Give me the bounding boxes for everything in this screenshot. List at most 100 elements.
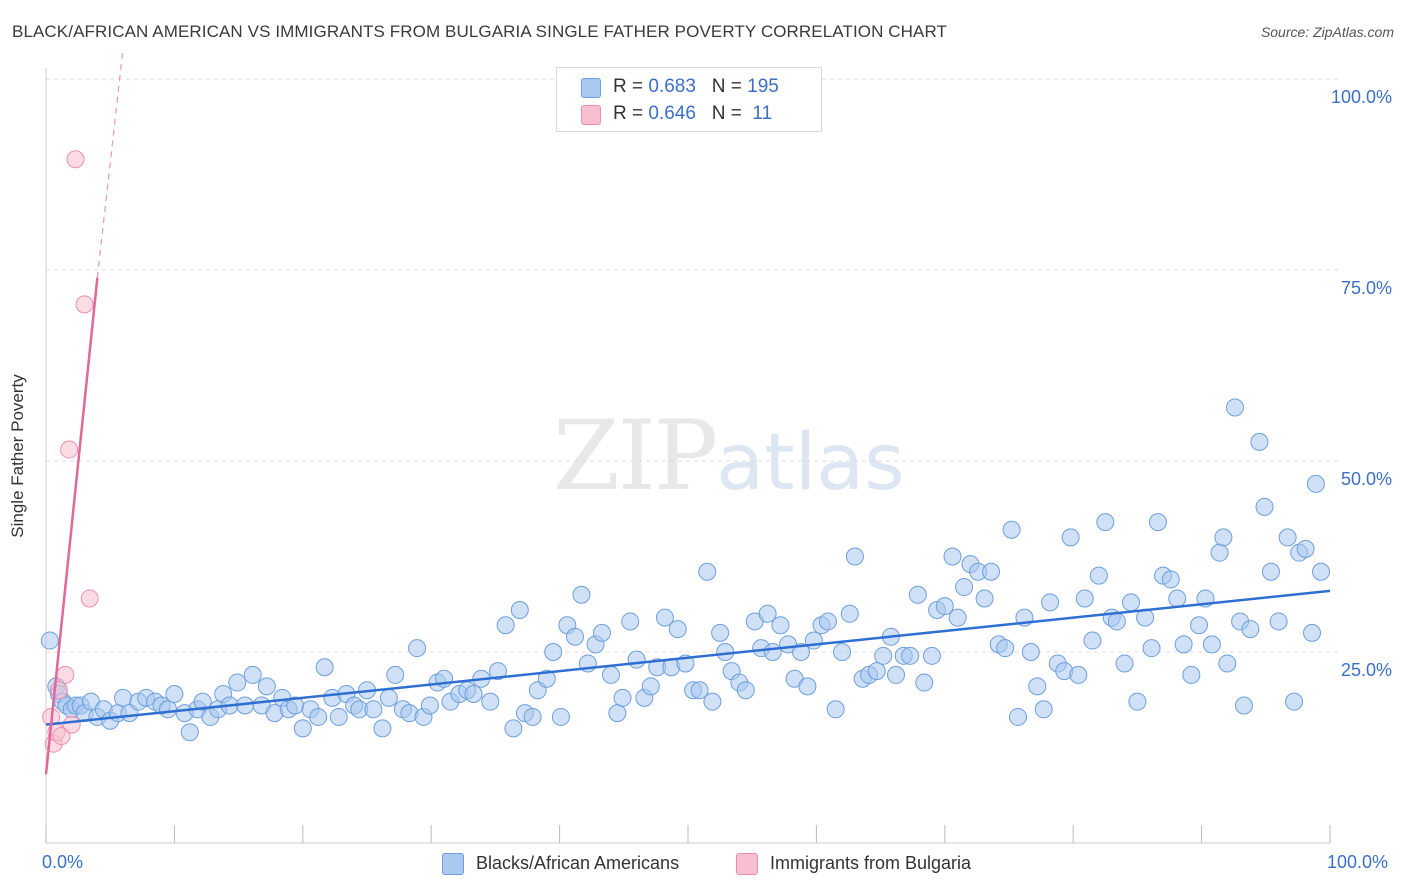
point-blacks-187 xyxy=(1303,623,1322,642)
point-blacks-51 xyxy=(379,688,398,707)
point-blacks-137 xyxy=(975,589,994,608)
point-blacks-117 xyxy=(840,604,859,623)
point-blacks-180 xyxy=(1255,497,1274,516)
stats-legend: R = 0.683 N = 195 R = 0.646 N = 11 xyxy=(556,67,822,132)
point-blacks-124 xyxy=(887,665,906,684)
y-tick-label-25: 25.0% xyxy=(1340,660,1392,680)
point-blacks-173 xyxy=(1214,528,1233,547)
y-tick-label-50: 50.0% xyxy=(1340,469,1392,489)
point-blacks-171 xyxy=(1202,635,1221,654)
point-blacks-144 xyxy=(1021,643,1040,661)
source-credit: Source: ZipAtlas.com xyxy=(1260,24,1394,40)
y-axis-label: Single Father Poverty xyxy=(8,374,27,538)
point-blacks-77 xyxy=(566,627,585,646)
point-blacks-134 xyxy=(955,578,974,597)
point-bulgaria-6 xyxy=(60,440,79,459)
point-blacks-88 xyxy=(641,677,660,696)
point-blacks-86 xyxy=(627,650,646,669)
point-blacks-182 xyxy=(1269,612,1288,631)
point-blacks-111 xyxy=(798,677,817,696)
point-blacks-110 xyxy=(791,643,810,661)
point-blacks-153 xyxy=(1083,631,1102,650)
point-blacks-141 xyxy=(1002,520,1021,539)
point-blacks-178 xyxy=(1241,620,1260,639)
point-blacks-151 xyxy=(1069,665,1088,684)
point-blacks-85 xyxy=(621,612,640,631)
y-tick-label-100: 100.0% xyxy=(1330,87,1392,107)
point-blacks-175 xyxy=(1225,398,1244,417)
point-blacks-131 xyxy=(935,597,954,616)
point-blacks-159 xyxy=(1121,593,1140,612)
point-blacks-181 xyxy=(1261,562,1280,581)
point-blacks-121 xyxy=(867,662,886,681)
grid-lines xyxy=(46,78,1338,653)
point-blacks-42 xyxy=(315,658,334,677)
point-bulgaria-10 xyxy=(80,589,99,608)
point-blacks-98 xyxy=(711,623,730,642)
point-blacks-39 xyxy=(293,719,312,738)
point-blacks-133 xyxy=(948,608,967,627)
point-blacks-25 xyxy=(193,692,212,711)
point-blacks-145 xyxy=(1028,677,1047,696)
point-blacks-90 xyxy=(655,608,674,627)
point-blacks-177 xyxy=(1234,696,1253,715)
point-blacks-174 xyxy=(1218,654,1237,673)
watermark-zip: ZIP xyxy=(553,400,718,512)
pink-legend-swatch xyxy=(736,853,758,875)
point-blacks-107 xyxy=(771,616,790,635)
point-blacks-132 xyxy=(943,547,962,566)
point-blacks-81 xyxy=(592,623,611,642)
blue-legend-swatch xyxy=(442,853,464,875)
point-blacks-68 xyxy=(504,719,523,738)
point-blacks-55 xyxy=(408,639,427,658)
point-blacks-129 xyxy=(922,646,941,665)
point-blacks-172 xyxy=(1210,543,1229,562)
point-blacks-126 xyxy=(901,646,920,665)
point-blacks-41 xyxy=(309,707,328,726)
point-blacks-0 xyxy=(40,631,59,650)
legend-label-blacks: Blacks/African Americans xyxy=(476,853,680,873)
point-blacks-71 xyxy=(523,707,542,726)
point-blacks-184 xyxy=(1285,692,1304,711)
point-blacks-122 xyxy=(874,646,893,665)
point-blacks-127 xyxy=(908,585,927,604)
point-blacks-142 xyxy=(1008,707,1027,726)
point-blacks-83 xyxy=(608,704,627,723)
watermark: ZIPatlas xyxy=(553,400,905,512)
point-blacks-49 xyxy=(364,700,383,719)
point-blacks-152 xyxy=(1075,589,1094,608)
trend-lines xyxy=(44,48,1331,775)
point-blacks-154 xyxy=(1089,566,1108,585)
point-blacks-167 xyxy=(1174,635,1193,654)
point-blacks-69 xyxy=(510,600,529,619)
point-blacks-97 xyxy=(703,692,722,711)
point-blacks-30 xyxy=(228,673,247,692)
x-tick-label-100: 100.0% xyxy=(1327,852,1389,872)
point-blacks-150 xyxy=(1061,528,1080,547)
point-blacks-78 xyxy=(572,585,591,604)
point-blacks-186 xyxy=(1296,539,1315,558)
point-blacks-147 xyxy=(1041,593,1060,612)
point-blacks-169 xyxy=(1190,616,1209,635)
pink-swatch xyxy=(581,105,601,125)
stats-text-blacks: R = 0.683 N = 195 xyxy=(613,76,779,97)
axes xyxy=(45,68,1331,844)
point-blacks-165 xyxy=(1161,570,1180,589)
point-blacks-140 xyxy=(996,639,1015,658)
point-blacks-105 xyxy=(758,604,777,623)
point-blacks-73 xyxy=(537,669,556,688)
point-bulgaria-4 xyxy=(52,727,71,746)
point-blacks-116 xyxy=(833,643,852,661)
point-blacks-65 xyxy=(481,692,500,711)
point-blacks-63 xyxy=(464,685,483,704)
point-blacks-82 xyxy=(601,665,620,684)
point-blacks-32 xyxy=(243,665,262,684)
point-blacks-183 xyxy=(1278,528,1297,547)
point-blacks-138 xyxy=(982,562,1001,581)
point-blacks-74 xyxy=(544,643,563,661)
point-blacks-84 xyxy=(613,688,632,707)
data-points xyxy=(40,150,1331,753)
trend-line-bulgaria xyxy=(44,277,99,775)
point-blacks-67 xyxy=(496,616,515,635)
